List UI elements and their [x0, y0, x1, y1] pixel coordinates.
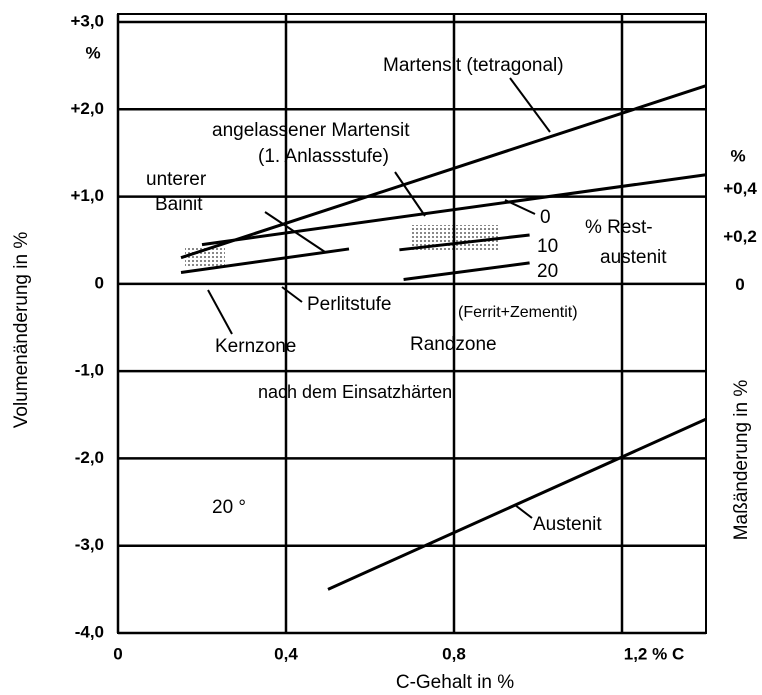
y2-tick-label: 0 — [735, 275, 744, 294]
annotation: Perlitstufe — [307, 294, 391, 315]
annotation: 20 ° — [212, 497, 246, 518]
series-label: Martensit (tetragonal) — [383, 55, 564, 76]
series-line — [403, 261, 530, 281]
leader-line — [281, 286, 303, 303]
y-tick-label: 0 — [95, 273, 104, 292]
series-line — [399, 233, 530, 252]
series-line — [327, 417, 707, 591]
leader-line — [207, 289, 233, 335]
annotation: (1. Anlassstufe) — [258, 146, 389, 167]
series-label: 20 — [537, 261, 558, 282]
leader-line — [509, 77, 551, 133]
series-label: angelassener Martensit — [212, 120, 410, 141]
y-tick-label: +3,0 — [70, 11, 104, 30]
series-line — [201, 173, 707, 247]
x-tick-label: 0 — [113, 644, 122, 663]
annotation: Bainit — [155, 194, 203, 215]
annotation: unterer — [146, 169, 207, 190]
annotation: Randzone — [410, 334, 497, 355]
x-tick-label: 0,4 — [274, 644, 298, 663]
annotation: (Ferrit+Zementit) — [458, 304, 578, 321]
leader-line — [394, 171, 426, 217]
leader-line — [514, 504, 533, 519]
plot-frame — [117, 13, 707, 634]
y-tick-label: -2,0 — [75, 448, 104, 467]
annotation: austenit — [600, 247, 667, 268]
series-line — [180, 247, 350, 274]
series-line — [180, 84, 707, 260]
series-label: 10 — [537, 236, 558, 257]
x-axis-label: C-Gehalt in % — [396, 672, 514, 693]
y-tick-label: -3,0 — [75, 535, 104, 554]
y-tick-label: -1,0 — [75, 361, 104, 380]
series-label: Austenit — [533, 514, 602, 535]
y2-tick-label: +0,2 — [723, 227, 757, 246]
annotation: % — [730, 146, 745, 165]
y-axis-label: Volumenänderung in % — [11, 232, 32, 429]
y2-tick-label: +0,4 — [723, 179, 757, 198]
annotation: nach dem Einsatzhärten — [258, 382, 452, 402]
x-tick-label: 0,8 — [442, 644, 466, 663]
leader-line — [504, 199, 536, 215]
y-tick-label: +2,0 — [70, 99, 104, 118]
annotation: % — [85, 43, 100, 62]
annotation: 0 — [540, 207, 551, 228]
y-tick-label: +1,0 — [70, 186, 104, 205]
y-tick-label: -4,0 — [75, 622, 104, 641]
annotation: Kernzone — [215, 336, 296, 357]
annotation: % Rest- — [585, 217, 653, 238]
x-tick-label: 1,2 % C — [624, 644, 684, 663]
leader-line — [264, 211, 326, 253]
y2-axis-label: Maßänderung in % — [731, 380, 752, 541]
